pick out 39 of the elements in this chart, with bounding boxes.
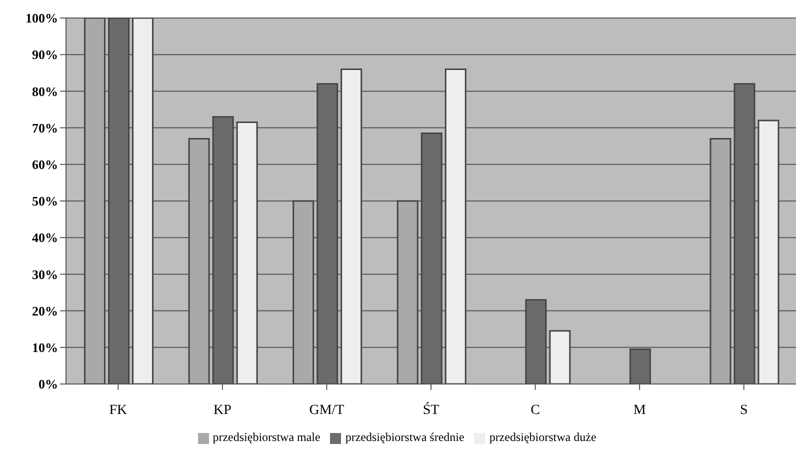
bar [340,68,362,384]
y-tick-label: 90% [32,47,58,62]
bar [758,120,780,384]
legend-label: przedsiębiorstwa średnie [345,430,464,444]
legend-label: przedsiębiorstwa male [212,430,320,444]
bar [396,200,418,384]
bar [132,18,154,384]
legend-label: przedsiębiorstwa duże [489,430,596,444]
y-tick-label: 10% [32,340,58,356]
bar [292,200,314,384]
y-tick-label: 70% [32,120,58,136]
x-tick-label: FK [109,402,128,418]
bar [108,18,130,384]
y-tick-label: 0% [38,376,58,392]
bar [188,138,210,384]
bar [444,68,466,384]
bar [734,83,756,384]
x-tick-label: GM/T [309,402,345,418]
x-tick-label: S [740,402,748,418]
bar [236,122,258,384]
bar [549,330,571,384]
bar [420,132,442,384]
x-tick-label: M [633,402,646,418]
y-tick-label: 30% [32,266,58,282]
y-tick-label: 50% [32,194,58,209]
x-tick-label: ŚT [422,400,440,418]
bar [84,18,106,384]
bar [629,348,651,384]
bar [212,116,234,384]
y-tick-label: 80% [32,84,58,99]
y-tick-label: 20% [32,303,58,318]
y-tick-label: 40% [32,230,58,246]
bar [316,83,338,384]
y-tick-label: 60% [32,157,58,172]
x-tick-label: C [530,402,540,418]
x-tick-label: KP [213,402,232,418]
bar [710,138,732,384]
y-tick-label: 100% [26,10,58,26]
bar [525,299,547,384]
